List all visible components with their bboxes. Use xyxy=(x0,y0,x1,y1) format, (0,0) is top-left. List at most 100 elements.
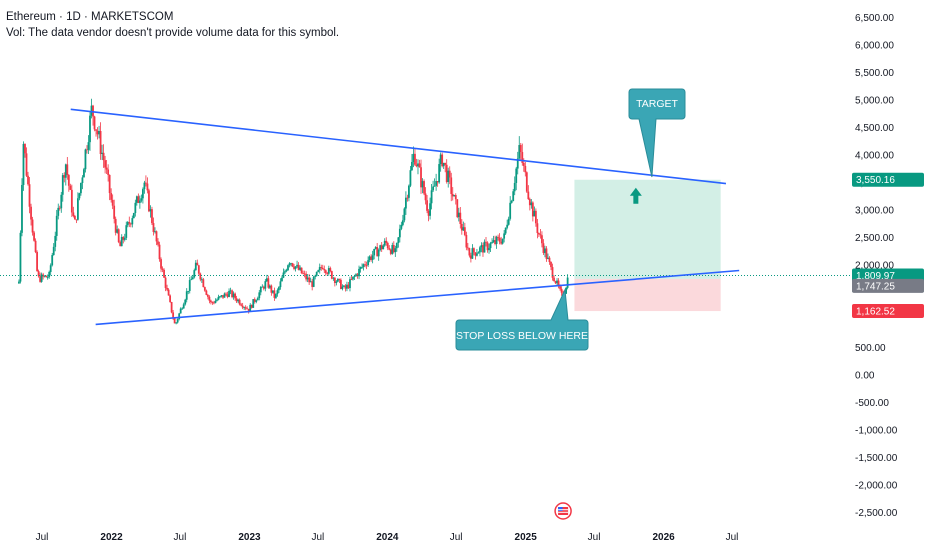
target-callout-box[interactable] xyxy=(628,88,686,178)
stop-loss-callout[interactable]: STOP LOSS BELOW HERE xyxy=(455,287,589,351)
candle-body xyxy=(444,162,447,165)
candle xyxy=(519,142,522,161)
candle-body xyxy=(303,273,306,275)
candle-body xyxy=(314,275,317,277)
candle-body xyxy=(480,245,483,248)
candle xyxy=(415,158,418,168)
candle xyxy=(550,261,552,271)
candle-body xyxy=(412,153,415,162)
candle xyxy=(424,187,427,205)
candle-body xyxy=(485,241,487,243)
candle xyxy=(466,242,469,251)
candle xyxy=(265,274,268,283)
candle-body xyxy=(178,313,181,320)
candle-body xyxy=(371,255,374,260)
candle xyxy=(433,178,436,187)
price-tag[interactable]: 1,747.25 xyxy=(852,278,924,293)
candle-body xyxy=(45,275,48,278)
candle xyxy=(111,194,114,210)
candle-body xyxy=(83,169,85,178)
support-trendline[interactable] xyxy=(95,269,740,326)
candle xyxy=(193,268,196,279)
candle-body xyxy=(217,296,220,300)
candle xyxy=(87,135,90,154)
y-tick-label: -2,500.00 xyxy=(855,508,898,519)
candle-body xyxy=(27,175,29,185)
candle-body xyxy=(359,267,362,269)
candle xyxy=(401,214,404,227)
candle-body xyxy=(225,293,227,295)
candle xyxy=(64,163,67,186)
candle xyxy=(213,300,215,305)
candle xyxy=(344,284,347,292)
price-tag-value: 1,747.25 xyxy=(856,281,895,292)
candle xyxy=(278,286,280,293)
candle-body xyxy=(275,294,277,298)
candle-body xyxy=(344,285,347,289)
candle-body xyxy=(471,248,474,259)
stop-loss-callout-box[interactable] xyxy=(455,287,589,351)
candle xyxy=(400,221,403,231)
candle-body xyxy=(353,276,356,277)
profit-zone[interactable] xyxy=(574,179,721,279)
candle-body xyxy=(191,277,194,280)
candle xyxy=(510,199,513,204)
candle-body xyxy=(222,295,224,298)
loss-zone[interactable] xyxy=(574,278,721,312)
candle xyxy=(418,159,421,168)
candle xyxy=(531,201,534,222)
candle xyxy=(296,260,298,269)
candle xyxy=(167,288,170,296)
candle-body xyxy=(330,271,333,279)
candle xyxy=(448,166,451,185)
candle xyxy=(288,262,291,268)
candle-body xyxy=(237,299,240,302)
candle xyxy=(282,268,285,279)
candle-body xyxy=(441,154,444,167)
candle-body xyxy=(380,245,383,250)
us-flag-icon[interactable] xyxy=(554,502,572,520)
price-tag[interactable]: 1,162.52 xyxy=(852,304,924,319)
candle-body xyxy=(374,247,377,249)
candle xyxy=(275,293,277,299)
symbol-title[interactable]: Ethereum · 1D · MARKETSCOM xyxy=(6,11,174,23)
candle-body xyxy=(385,240,388,243)
target-callout[interactable]: TARGET xyxy=(628,88,686,178)
candle-body xyxy=(213,302,215,304)
candle-body xyxy=(321,267,324,270)
candle-body xyxy=(238,299,241,305)
candle xyxy=(163,268,165,278)
candle xyxy=(423,179,425,196)
candle xyxy=(327,265,330,276)
candle xyxy=(318,263,321,274)
candle-body xyxy=(339,279,342,289)
price-tag[interactable]: 3,550.16 xyxy=(852,172,924,187)
candle-body xyxy=(104,160,107,168)
candle-body xyxy=(179,308,182,314)
candle-body xyxy=(98,130,100,135)
candle-body xyxy=(488,248,490,251)
candle xyxy=(302,270,305,275)
candle-body xyxy=(364,264,366,266)
candle-body xyxy=(273,290,276,298)
candle-body xyxy=(49,265,52,272)
candle xyxy=(451,187,454,201)
resistance-trendline[interactable] xyxy=(70,108,727,185)
candle xyxy=(96,127,99,140)
candle xyxy=(95,129,97,137)
candle-body xyxy=(418,163,421,168)
candle-body xyxy=(48,271,51,278)
candle-body xyxy=(438,164,441,183)
y-tick-label: 4,000.00 xyxy=(855,151,894,162)
candle xyxy=(406,194,409,202)
candle-body xyxy=(167,289,170,296)
candle xyxy=(333,276,336,287)
candle-body xyxy=(40,274,43,282)
candle xyxy=(362,263,365,271)
candle-body xyxy=(445,164,448,182)
candle xyxy=(160,257,162,273)
candle xyxy=(211,301,214,305)
candle xyxy=(33,230,35,242)
candle xyxy=(409,165,412,188)
